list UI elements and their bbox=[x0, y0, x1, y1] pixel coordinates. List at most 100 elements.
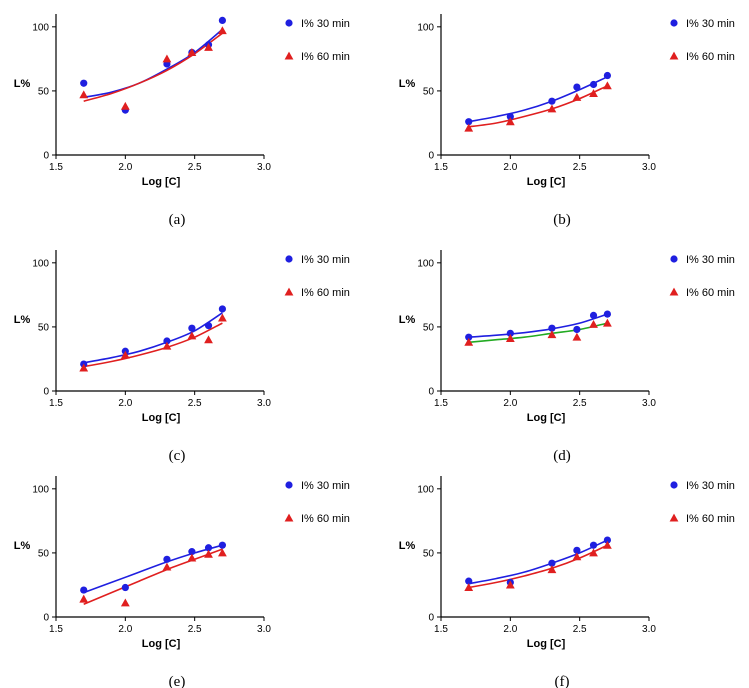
data-point-30min bbox=[465, 577, 473, 585]
legend-label: I% 60 min bbox=[686, 287, 735, 299]
fit-curve-30min bbox=[83, 544, 223, 594]
panel-label: (d) bbox=[553, 448, 571, 464]
fit-curve-30min bbox=[468, 313, 608, 338]
data-point-30min bbox=[218, 541, 226, 549]
data-point-30min bbox=[603, 310, 611, 318]
data-point-30min bbox=[548, 324, 556, 332]
legend-marker-60min bbox=[284, 513, 294, 522]
data-point-30min bbox=[573, 546, 581, 554]
x-tick-label: 2.0 bbox=[503, 398, 517, 409]
data-point-60min bbox=[589, 548, 598, 557]
x-axis-title: Log [C] bbox=[142, 176, 181, 188]
data-point-30min bbox=[80, 79, 88, 87]
x-tick-label: 1.5 bbox=[49, 624, 63, 635]
data-point-60min bbox=[187, 331, 197, 340]
legend-marker-60min bbox=[669, 287, 679, 296]
fit-curve-60min bbox=[468, 544, 608, 589]
x-tick-label: 1.5 bbox=[434, 624, 448, 635]
data-point-30min bbox=[603, 536, 611, 544]
data-point-60min bbox=[505, 334, 515, 342]
fit-curve-30min bbox=[83, 28, 223, 99]
y-axis-title: L% bbox=[14, 540, 31, 552]
x-tick-label: 2.5 bbox=[573, 398, 587, 409]
data-point-60min bbox=[603, 81, 612, 90]
y-axis-title: L% bbox=[399, 78, 416, 90]
data-point-60min bbox=[547, 330, 557, 339]
data-point-60min bbox=[204, 42, 213, 51]
x-tick-label: 2.0 bbox=[118, 398, 132, 409]
x-axis-title: Log [C] bbox=[527, 638, 566, 650]
data-point-60min bbox=[603, 540, 612, 549]
legend-marker-60min bbox=[669, 51, 679, 60]
x-tick-label: 3.0 bbox=[642, 624, 656, 635]
chart-panel: 1.5 2.0 2.5 3.0 0 50 100 Log [C] L% I% 30 min I% 6… bbox=[399, 250, 735, 464]
y-tick-label: 100 bbox=[32, 258, 49, 269]
data-point-60min bbox=[589, 89, 598, 97]
legend-label: I% 30 min bbox=[301, 480, 350, 492]
fit-curve-60min bbox=[83, 32, 223, 102]
data-point-60min bbox=[162, 341, 172, 350]
data-point-30min bbox=[465, 118, 473, 126]
y-tick-label: 50 bbox=[38, 86, 50, 97]
legend-marker-60min bbox=[669, 513, 679, 522]
data-point-60min bbox=[505, 580, 515, 589]
x-axis-title: Log [C] bbox=[527, 176, 566, 188]
x-axis-title: Log [C] bbox=[142, 638, 181, 650]
y-tick-label: 0 bbox=[428, 151, 434, 162]
x-tick-label: 1.5 bbox=[49, 162, 63, 173]
data-point-60min bbox=[218, 313, 227, 322]
data-point-60min bbox=[464, 337, 474, 346]
x-axis-title: Log [C] bbox=[142, 412, 181, 424]
x-tick-label: 2.0 bbox=[503, 162, 517, 173]
data-point-30min bbox=[188, 548, 196, 556]
legend-marker-30min bbox=[670, 19, 678, 27]
data-point-30min bbox=[80, 586, 88, 594]
legend-label: I% 60 min bbox=[301, 51, 350, 63]
fit-curve-30min bbox=[83, 312, 223, 364]
x-tick-label: 2.5 bbox=[188, 398, 202, 409]
data-point-60min bbox=[464, 583, 474, 592]
data-point-60min bbox=[120, 598, 130, 607]
x-tick-label: 2.5 bbox=[573, 162, 587, 173]
data-point-60min bbox=[120, 101, 130, 110]
legend-label: I% 30 min bbox=[686, 18, 735, 30]
legend-label: I% 60 min bbox=[686, 51, 735, 63]
legend-marker-60min bbox=[284, 51, 294, 60]
x-tick-label: 1.5 bbox=[434, 162, 448, 173]
fit-curve-60min bbox=[83, 322, 223, 368]
legend-label: I% 60 min bbox=[301, 287, 350, 299]
y-tick-label: 50 bbox=[423, 86, 435, 97]
chart-panel: 1.5 2.0 2.5 3.0 0 50 100 Log [C] L% I% 30 min I% 6… bbox=[14, 476, 350, 688]
data-point-30min bbox=[573, 325, 581, 334]
legend-marker-30min bbox=[285, 255, 293, 263]
data-point-30min bbox=[218, 305, 226, 313]
legend-label: I% 60 min bbox=[686, 513, 735, 525]
x-tick-label: 2.0 bbox=[503, 624, 517, 635]
chart-panel: 1.5 2.0 2.5 3.0 0 50 100 Log [C] L% I% 30 min I% 6… bbox=[399, 476, 735, 688]
x-tick-label: 3.0 bbox=[257, 162, 271, 173]
y-tick-label: 100 bbox=[417, 22, 434, 33]
y-tick-label: 100 bbox=[417, 258, 434, 269]
data-point-60min bbox=[589, 319, 598, 328]
data-point-30min bbox=[163, 337, 171, 345]
data-point-60min bbox=[603, 318, 612, 327]
y-tick-label: 100 bbox=[32, 22, 49, 33]
legend-label: I% 60 min bbox=[301, 513, 350, 525]
chart-panel: 1.5 2.0 2.5 3.0 0 50 100 Log [C] L% I% 30 min I% 6… bbox=[14, 14, 350, 228]
x-tick-label: 2.0 bbox=[118, 162, 132, 173]
panel-label: (e) bbox=[169, 674, 186, 688]
data-point-60min bbox=[204, 549, 213, 558]
data-point-60min bbox=[162, 562, 172, 571]
x-tick-label: 3.0 bbox=[257, 398, 271, 409]
x-tick-label: 2.5 bbox=[188, 624, 202, 635]
fit-curve-30min bbox=[468, 539, 608, 585]
y-tick-label: 50 bbox=[423, 322, 435, 333]
x-tick-label: 3.0 bbox=[257, 624, 271, 635]
data-point-60min bbox=[187, 48, 197, 56]
data-point-30min bbox=[506, 112, 514, 121]
y-tick-label: 0 bbox=[428, 387, 434, 398]
x-tick-label: 2.0 bbox=[118, 624, 132, 635]
data-point-30min bbox=[603, 71, 611, 80]
data-point-30min bbox=[465, 333, 473, 341]
